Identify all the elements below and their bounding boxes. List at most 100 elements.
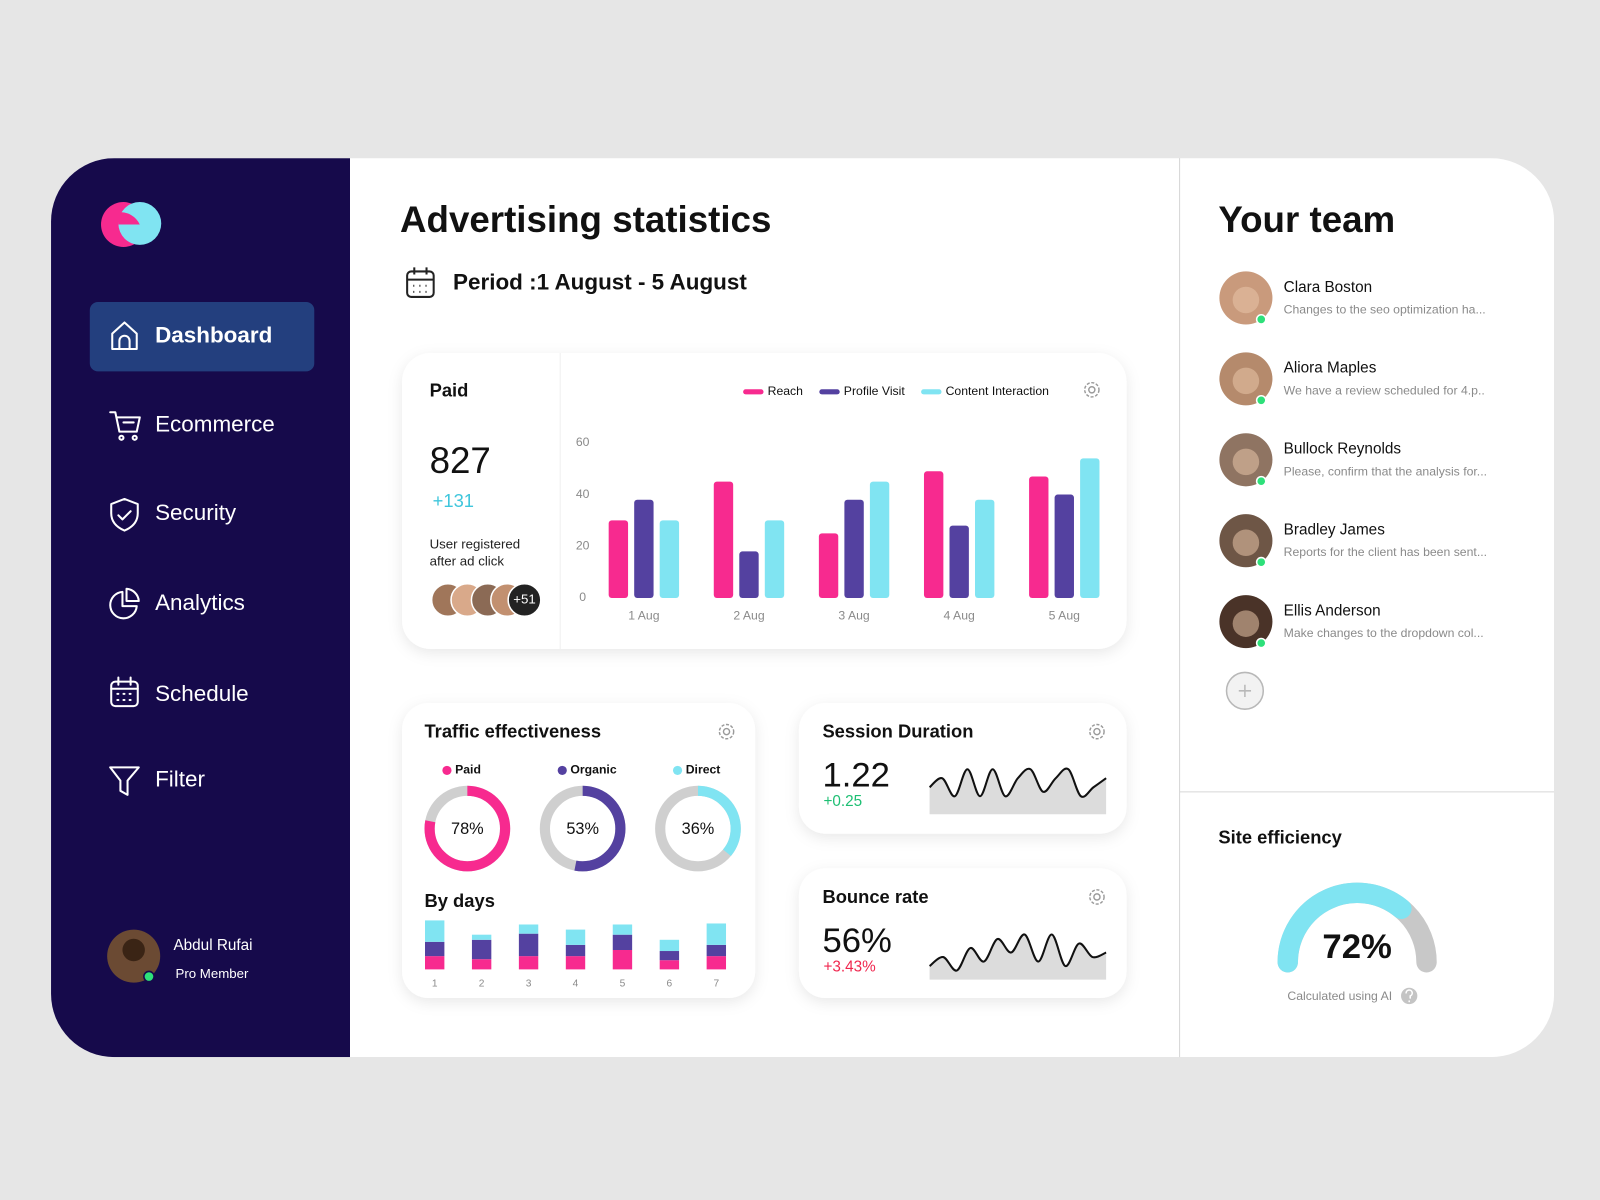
member-name: Bullock Reynolds [1284,441,1402,458]
x-tick-label: 5 [620,978,626,989]
nav-item[interactable]: Security [110,497,237,532]
nav-item[interactable]: Analytics [109,587,245,620]
donut-label: 78% [451,820,484,838]
nav-item[interactable]: Dashboard [111,321,272,350]
calendar-icon[interactable] [406,267,435,298]
x-tick-label: 1 [432,978,438,989]
help-icon[interactable] [1401,987,1418,1005]
user-avatars[interactable] [430,582,542,618]
more-users[interactable]: +51 [513,592,535,607]
donut-label: 53% [566,820,599,838]
y-tick-label: 60 [576,435,590,449]
bar-segment [425,941,445,957]
online-dot [143,970,155,983]
legend-swatch [743,389,764,395]
donut-label: 36% [682,820,715,838]
online-dot [1255,637,1267,649]
nav-item[interactable]: Schedule [110,676,249,708]
kpi-value: 1.22 [822,757,890,795]
logo[interactable] [101,202,162,247]
member-name: Bradley James [1284,522,1386,539]
legend-label: Profile Visit [844,384,906,398]
bar-segment [612,950,633,970]
bar-segment [706,923,727,945]
bar-segment [565,956,586,970]
bar-segment [518,956,539,970]
bar-segment [518,924,539,934]
sparkline [928,767,1107,798]
x-tick-label: 2 [479,978,485,989]
bar-segment [471,959,492,970]
bar-segment [612,934,633,950]
gauge-caption: Calculated using AI [1287,989,1392,1003]
user-name: Abdul Rufai [173,937,252,954]
nav-active-background[interactable] [89,302,315,372]
add-member-button[interactable] [1225,671,1265,710]
card-title: Session Duration [822,720,973,741]
bar [869,481,890,598]
settings-icon[interactable] [1089,889,1105,905]
x-tick-label: 6 [667,978,673,989]
member-message: Reports for the client has been sent... [1284,545,1487,559]
bar [818,533,839,598]
bar [844,499,864,598]
settings-icon[interactable] [1089,723,1105,740]
nav-label[interactable]: Ecommerce [155,411,275,436]
x-tick-label: 7 [713,978,719,989]
legend-label: Reach [768,384,804,398]
member-face [1232,610,1260,637]
user-role: Pro Member [176,966,249,981]
legend-label: Organic [570,763,616,777]
kpi-value: 56% [822,922,891,960]
user-profile[interactable]: Abdul Rufai Pro Member [107,929,253,983]
sparkline-area [929,768,1107,815]
x-tick-label: 5 Aug [1049,609,1080,623]
member-face [1232,286,1260,314]
bar-segment [565,929,586,945]
member-message: Please, confirm that the analysis for... [1284,464,1487,478]
page-title: Advertising statistics [400,199,771,240]
kpi-value: 827 [430,440,491,481]
settings-icon[interactable] [1083,381,1100,398]
bar [1054,494,1074,598]
sparkline-area [929,934,1107,980]
card-title: Paid [430,380,469,401]
online-dot [1255,475,1267,487]
legend-swatch [819,389,840,395]
bar [634,499,654,598]
nav-label[interactable]: Schedule [155,681,249,706]
nav-item[interactable]: Filter [109,766,205,796]
nav-label[interactable]: Analytics [155,590,245,615]
bar-segment [659,951,680,961]
bar-segment [565,944,586,957]
bar [608,520,629,598]
x-tick-label: 3 Aug [838,609,869,623]
bar-segment [706,944,727,957]
paid-card [402,353,1127,649]
online-dot [1255,314,1267,325]
card-title: Bounce rate [822,886,928,907]
legend-swatch [921,389,942,395]
x-tick-label: 4 [573,978,579,989]
y-tick-label: 40 [576,487,590,501]
settings-icon[interactable] [718,723,735,740]
nav-label[interactable]: Dashboard [155,323,272,348]
bar [949,525,969,598]
nav-item[interactable]: Ecommerce [109,411,275,441]
legend-label: Content Interaction [946,384,1050,398]
member-message: Make changes to the dropdown col... [1284,626,1484,640]
team-title: Your team [1218,199,1395,240]
donut-arc [655,785,741,872]
member-message: We have a review scheduled for 4.p.. [1284,383,1485,397]
legend-label: Direct [686,763,721,777]
bar [713,481,734,598]
bar-segment [471,934,492,940]
nav-label[interactable]: Security [155,500,237,525]
bar [764,520,785,598]
nav-label[interactable]: Filter [155,767,205,792]
member-face [1232,448,1260,476]
bar [1080,458,1100,598]
online-dot [1255,394,1267,406]
donut-arc [424,785,511,872]
